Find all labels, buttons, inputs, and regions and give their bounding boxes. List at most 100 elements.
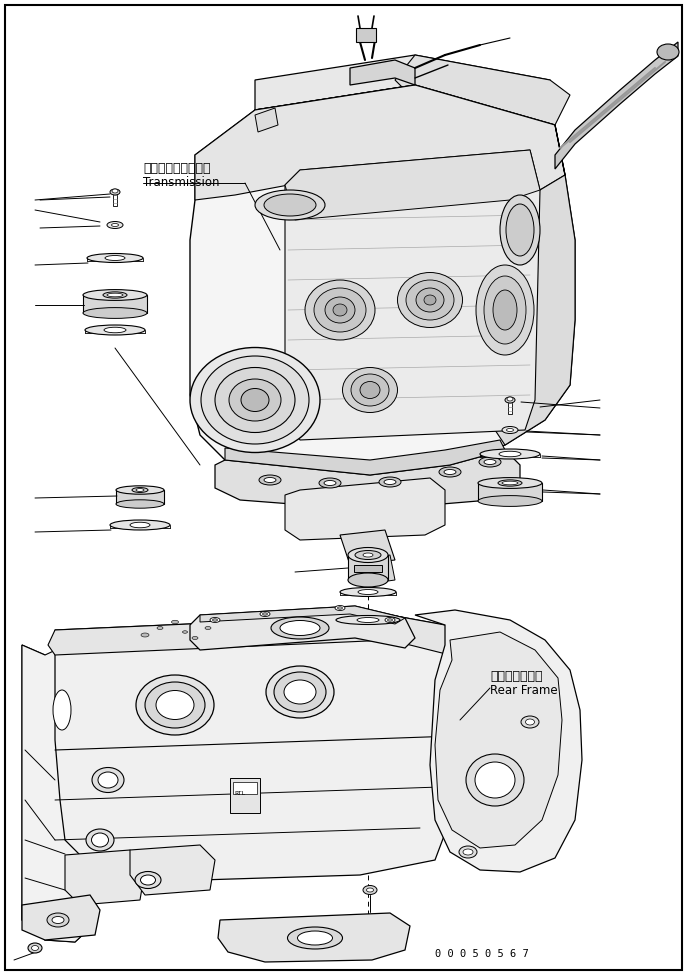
Ellipse shape xyxy=(271,617,329,639)
Ellipse shape xyxy=(521,716,539,728)
Ellipse shape xyxy=(358,590,378,595)
Ellipse shape xyxy=(387,619,392,621)
Polygon shape xyxy=(255,55,560,110)
Ellipse shape xyxy=(499,451,521,456)
Ellipse shape xyxy=(478,478,542,488)
Ellipse shape xyxy=(212,619,218,621)
Ellipse shape xyxy=(98,772,118,788)
Ellipse shape xyxy=(506,204,534,256)
Polygon shape xyxy=(340,530,395,565)
Text: RTL: RTL xyxy=(234,791,245,796)
Text: 0 0 0 5 0 5 6 7: 0 0 0 5 0 5 6 7 xyxy=(435,949,529,959)
Ellipse shape xyxy=(507,397,513,401)
Bar xyxy=(356,28,376,42)
Ellipse shape xyxy=(340,588,396,597)
Polygon shape xyxy=(55,615,465,880)
Ellipse shape xyxy=(92,767,124,793)
Polygon shape xyxy=(22,645,90,942)
Ellipse shape xyxy=(274,672,326,712)
Ellipse shape xyxy=(86,829,114,851)
Ellipse shape xyxy=(280,620,320,636)
Polygon shape xyxy=(285,150,540,440)
Ellipse shape xyxy=(156,690,194,720)
Ellipse shape xyxy=(205,627,211,630)
Ellipse shape xyxy=(287,927,343,949)
Polygon shape xyxy=(285,478,445,540)
Ellipse shape xyxy=(479,457,501,467)
Polygon shape xyxy=(218,913,410,962)
Ellipse shape xyxy=(116,500,164,508)
Ellipse shape xyxy=(351,374,389,406)
Polygon shape xyxy=(355,555,395,585)
Ellipse shape xyxy=(83,290,147,300)
Ellipse shape xyxy=(183,631,188,633)
Ellipse shape xyxy=(103,292,127,298)
Ellipse shape xyxy=(32,946,38,951)
Ellipse shape xyxy=(466,754,524,806)
Ellipse shape xyxy=(343,368,398,412)
Ellipse shape xyxy=(264,478,276,483)
Ellipse shape xyxy=(53,690,71,730)
Ellipse shape xyxy=(145,682,205,728)
Ellipse shape xyxy=(480,449,540,459)
Ellipse shape xyxy=(505,397,515,403)
Ellipse shape xyxy=(87,254,143,262)
Ellipse shape xyxy=(333,304,347,316)
Ellipse shape xyxy=(210,617,220,622)
Ellipse shape xyxy=(502,482,518,485)
Ellipse shape xyxy=(107,221,123,228)
Ellipse shape xyxy=(190,347,320,452)
Ellipse shape xyxy=(335,605,345,610)
Ellipse shape xyxy=(264,194,316,216)
Ellipse shape xyxy=(172,620,179,624)
Ellipse shape xyxy=(319,478,341,488)
Ellipse shape xyxy=(91,833,109,847)
Ellipse shape xyxy=(305,280,375,340)
Ellipse shape xyxy=(484,276,526,344)
Ellipse shape xyxy=(259,475,281,485)
Ellipse shape xyxy=(363,553,373,557)
Polygon shape xyxy=(285,150,540,220)
Ellipse shape xyxy=(83,307,147,319)
Ellipse shape xyxy=(47,913,69,927)
Bar xyxy=(230,778,260,813)
Ellipse shape xyxy=(526,719,534,725)
Ellipse shape xyxy=(463,849,473,855)
Ellipse shape xyxy=(157,627,163,630)
Ellipse shape xyxy=(104,328,126,332)
Ellipse shape xyxy=(439,467,461,477)
Ellipse shape xyxy=(363,885,377,894)
Ellipse shape xyxy=(398,272,462,328)
Bar xyxy=(508,400,512,414)
Ellipse shape xyxy=(112,189,118,193)
Ellipse shape xyxy=(384,480,396,485)
Ellipse shape xyxy=(255,190,325,220)
Ellipse shape xyxy=(657,44,679,60)
Ellipse shape xyxy=(297,931,333,945)
Polygon shape xyxy=(350,60,415,85)
Polygon shape xyxy=(395,55,570,125)
Polygon shape xyxy=(435,632,562,848)
Ellipse shape xyxy=(500,195,540,265)
Ellipse shape xyxy=(502,426,518,434)
Ellipse shape xyxy=(135,872,161,888)
Bar xyxy=(233,782,257,794)
Bar xyxy=(113,192,117,206)
Polygon shape xyxy=(215,450,520,510)
Ellipse shape xyxy=(406,280,454,320)
Polygon shape xyxy=(354,565,382,572)
Ellipse shape xyxy=(110,520,170,530)
Ellipse shape xyxy=(136,488,144,491)
Polygon shape xyxy=(478,483,542,501)
Ellipse shape xyxy=(266,666,334,718)
Ellipse shape xyxy=(52,916,64,923)
Ellipse shape xyxy=(476,265,534,355)
Ellipse shape xyxy=(111,223,118,226)
Ellipse shape xyxy=(366,888,374,892)
Ellipse shape xyxy=(348,573,388,587)
Ellipse shape xyxy=(215,368,295,433)
Ellipse shape xyxy=(475,762,515,798)
Ellipse shape xyxy=(192,637,198,640)
Ellipse shape xyxy=(484,459,496,464)
Polygon shape xyxy=(255,108,278,132)
